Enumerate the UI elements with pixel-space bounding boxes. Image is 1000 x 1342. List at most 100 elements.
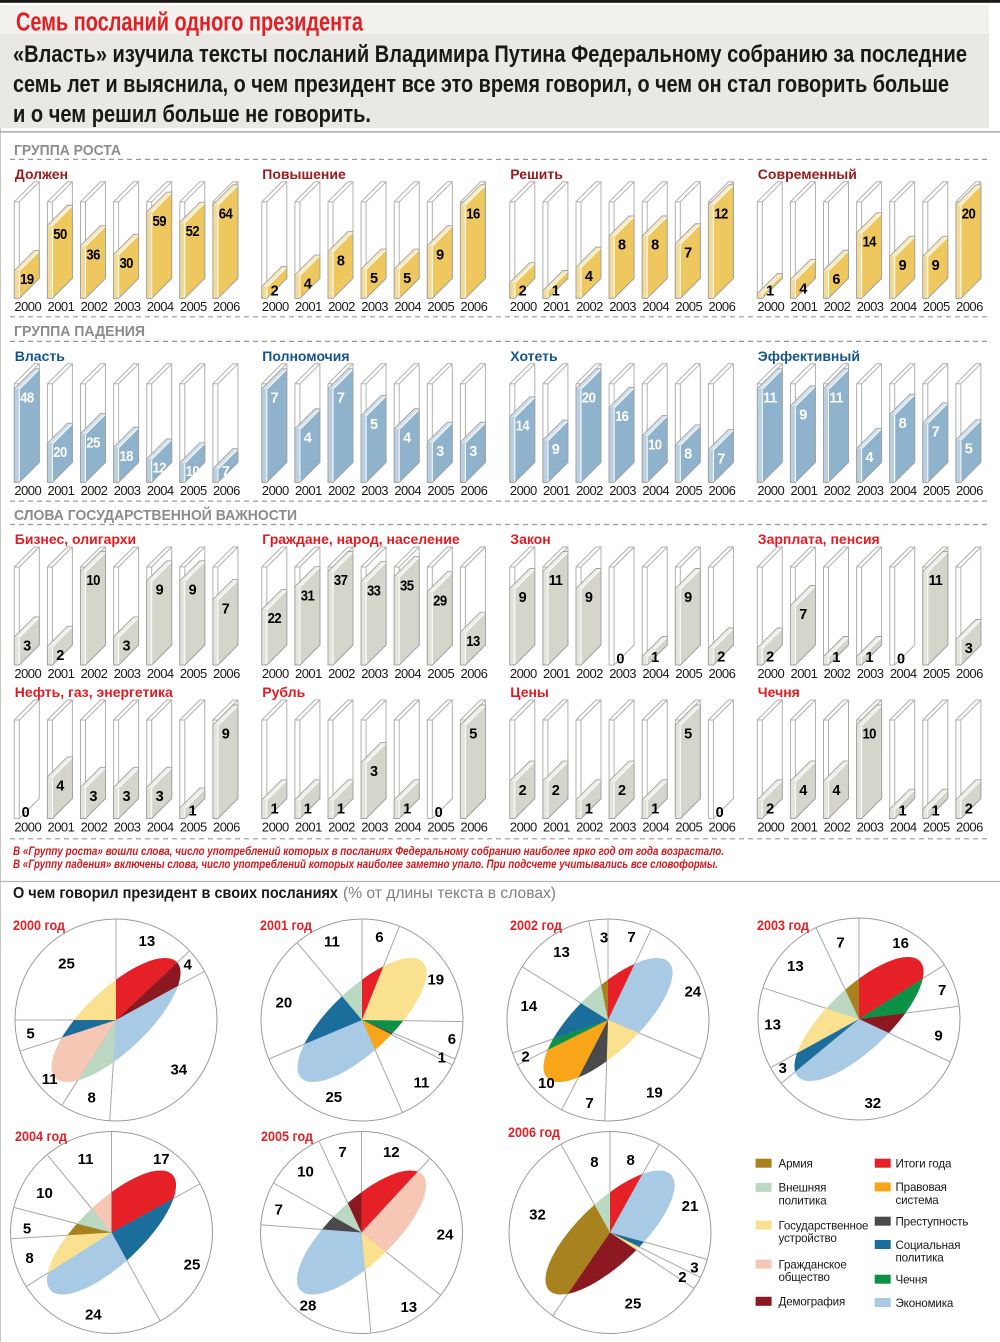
- svg-text:3: 3: [23, 639, 31, 655]
- svg-text:2005: 2005: [675, 666, 702, 681]
- svg-text:16: 16: [466, 207, 480, 223]
- svg-text:В «Группу падения» включены сл: В «Группу падения» включены слова, число…: [13, 857, 718, 871]
- svg-text:2003: 2003: [114, 819, 141, 834]
- svg-text:9: 9: [436, 247, 444, 263]
- svg-text:8: 8: [590, 1154, 598, 1171]
- svg-text:19: 19: [427, 972, 444, 989]
- svg-text:33: 33: [367, 583, 381, 599]
- svg-text:Преступность: Преступность: [896, 1216, 969, 1229]
- svg-text:Эффективный: Эффективный: [758, 348, 860, 364]
- svg-text:2006: 2006: [461, 819, 488, 834]
- svg-text:7: 7: [717, 451, 725, 467]
- svg-text:1: 1: [865, 650, 873, 666]
- svg-text:2001: 2001: [295, 666, 322, 681]
- svg-text:2001: 2001: [791, 819, 818, 834]
- svg-text:6: 6: [448, 1031, 456, 1048]
- svg-text:2006: 2006: [461, 483, 488, 498]
- svg-text:2001: 2001: [791, 299, 818, 314]
- svg-text:12: 12: [714, 207, 728, 223]
- svg-text:10: 10: [648, 437, 662, 453]
- svg-text:13: 13: [400, 1299, 417, 1316]
- svg-text:Решить: Решить: [510, 166, 563, 182]
- svg-text:5: 5: [370, 417, 378, 433]
- svg-text:Армия: Армия: [779, 1158, 813, 1171]
- svg-text:2003 год: 2003 год: [757, 917, 809, 933]
- svg-text:21: 21: [682, 1198, 699, 1215]
- svg-text:2006: 2006: [709, 483, 736, 498]
- svg-text:2003: 2003: [114, 299, 141, 314]
- svg-text:2006: 2006: [956, 666, 983, 681]
- svg-text:2000: 2000: [757, 819, 784, 834]
- svg-text:Современный: Современный: [758, 166, 857, 182]
- svg-text:9: 9: [585, 590, 593, 606]
- svg-text:Рубль: Рубль: [262, 684, 305, 700]
- svg-text:Бизнес, олигархи: Бизнес, олигархи: [15, 531, 136, 547]
- svg-text:50: 50: [53, 227, 67, 243]
- svg-text:48: 48: [20, 391, 34, 407]
- svg-text:Социальная: Социальная: [896, 1239, 961, 1252]
- svg-text:2004: 2004: [642, 666, 669, 681]
- svg-text:13: 13: [553, 944, 570, 961]
- svg-text:Зарплата, пенсия: Зарплата, пенсия: [758, 531, 880, 547]
- svg-text:10: 10: [86, 573, 100, 589]
- svg-text:2001: 2001: [295, 299, 322, 314]
- svg-text:14: 14: [516, 419, 530, 435]
- svg-text:2006: 2006: [213, 483, 240, 498]
- svg-text:2001: 2001: [791, 666, 818, 681]
- svg-text:9: 9: [552, 442, 560, 458]
- svg-text:11: 11: [42, 1071, 58, 1088]
- svg-text:2003: 2003: [114, 666, 141, 681]
- svg-text:32: 32: [529, 1207, 546, 1224]
- svg-text:10: 10: [297, 1163, 314, 1180]
- svg-text:4: 4: [304, 277, 312, 293]
- svg-text:2000: 2000: [510, 819, 537, 834]
- svg-text:11: 11: [324, 934, 340, 951]
- svg-text:2: 2: [766, 650, 774, 666]
- svg-text:1: 1: [585, 802, 593, 818]
- svg-text:1: 1: [766, 284, 774, 300]
- svg-text:2006: 2006: [956, 819, 983, 834]
- svg-text:2004: 2004: [394, 299, 421, 314]
- svg-text:3: 3: [370, 764, 378, 780]
- svg-text:12: 12: [153, 461, 167, 477]
- svg-text:1: 1: [337, 802, 345, 818]
- svg-text:3: 3: [89, 789, 97, 805]
- svg-text:2: 2: [552, 783, 560, 799]
- svg-text:19: 19: [646, 1084, 663, 1101]
- svg-text:3: 3: [122, 639, 130, 655]
- svg-text:Правовая: Правовая: [896, 1181, 947, 1194]
- svg-text:2005: 2005: [427, 666, 454, 681]
- svg-text:7: 7: [836, 934, 844, 951]
- svg-text:24: 24: [437, 1227, 454, 1244]
- svg-text:2001: 2001: [48, 483, 75, 498]
- svg-text:2003: 2003: [361, 666, 388, 681]
- svg-text:25: 25: [86, 435, 100, 451]
- svg-text:11: 11: [763, 391, 777, 407]
- svg-text:2005 год: 2005 год: [261, 1128, 313, 1144]
- svg-text:5: 5: [370, 271, 378, 287]
- svg-text:и о чем решил больше не говори: и о чем решил больше не говорить.: [13, 101, 371, 128]
- svg-text:16: 16: [615, 409, 629, 425]
- svg-text:2004: 2004: [394, 819, 421, 834]
- svg-text:Граждане, народ, население: Граждане, народ, население: [262, 531, 460, 547]
- svg-text:1: 1: [304, 802, 312, 818]
- svg-text:3: 3: [156, 789, 164, 805]
- svg-text:3: 3: [436, 444, 444, 460]
- svg-text:2002: 2002: [824, 819, 851, 834]
- svg-text:2001: 2001: [543, 819, 570, 834]
- svg-text:Демография: Демография: [779, 1296, 846, 1309]
- svg-text:2002: 2002: [824, 666, 851, 681]
- svg-text:2000 год: 2000 год: [13, 917, 65, 933]
- svg-text:2005: 2005: [923, 299, 950, 314]
- svg-text:2003: 2003: [361, 483, 388, 498]
- svg-text:1: 1: [552, 284, 560, 300]
- svg-text:2006: 2006: [213, 666, 240, 681]
- svg-text:7: 7: [338, 1144, 346, 1161]
- svg-text:2003: 2003: [361, 819, 388, 834]
- svg-text:2006: 2006: [213, 299, 240, 314]
- svg-text:ГРУППА РОСТА: ГРУППА РОСТА: [14, 143, 121, 159]
- svg-text:общество: общество: [779, 1271, 830, 1284]
- svg-text:1: 1: [832, 650, 840, 666]
- svg-text:13: 13: [764, 1016, 781, 1033]
- svg-text:2005: 2005: [427, 299, 454, 314]
